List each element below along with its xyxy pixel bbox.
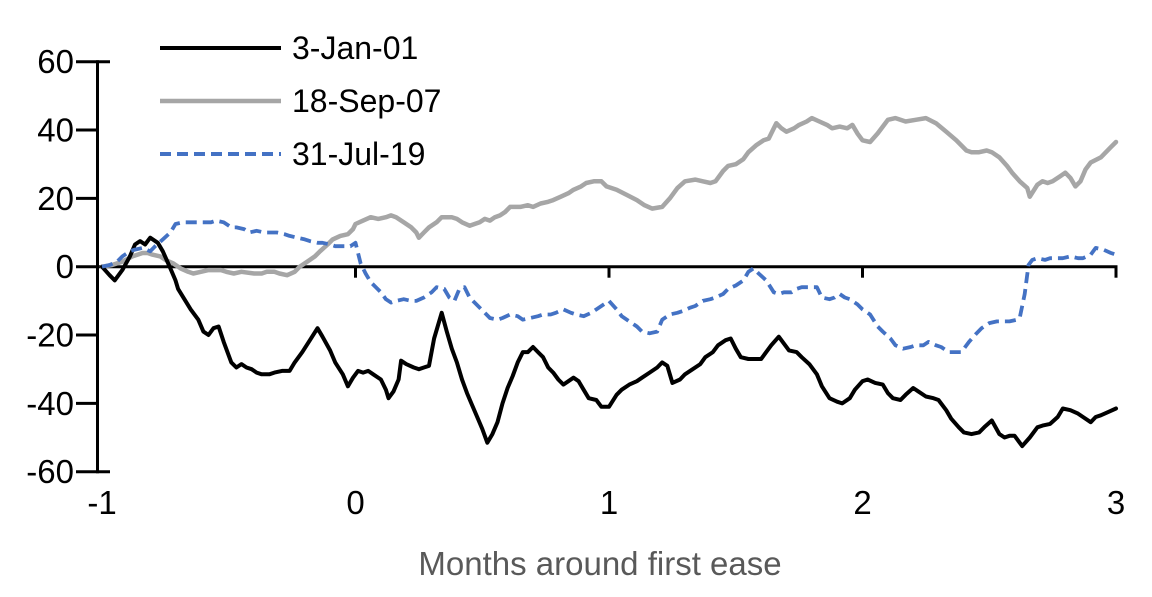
legend-label: 31-Jul-19	[292, 136, 425, 172]
legend-label: 18-Sep-07	[292, 83, 441, 119]
line-series-3-Jan-01	[100, 235, 1118, 449]
y-tick-label: 40	[37, 112, 74, 149]
line-series-31-Jul-19	[101, 218, 1117, 355]
legend-label: 3-Jan-01	[292, 30, 418, 66]
y-tick-label: 0	[56, 248, 74, 285]
legend-item: 18-Sep-07	[160, 83, 441, 119]
x-tick-label: -1	[87, 484, 116, 521]
x-axis-title: Months around first ease	[418, 545, 781, 582]
legend-item: 3-Jan-01	[160, 30, 418, 66]
y-tick-label: -20	[26, 317, 74, 354]
series-lines	[99, 115, 1119, 449]
line-series-18-Sep-07	[99, 115, 1119, 278]
y-tick-label: 20	[37, 180, 74, 217]
axes: 60 40 20 0 -20 -40 -60 -1 0 1 2 3	[26, 43, 1125, 521]
x-tick-label: 2	[853, 484, 871, 521]
legend: 3-Jan-01 18-Sep-07 31-Jul-19	[160, 30, 441, 172]
x-tick-label: 1	[600, 484, 618, 521]
x-tick-label: 3	[1107, 484, 1125, 521]
x-tick-label: 0	[346, 484, 364, 521]
legend-item: 31-Jul-19	[160, 136, 425, 172]
y-tick-label: 60	[37, 43, 74, 80]
y-tick-label: -60	[26, 453, 74, 490]
y-tick-label: -40	[26, 385, 74, 422]
